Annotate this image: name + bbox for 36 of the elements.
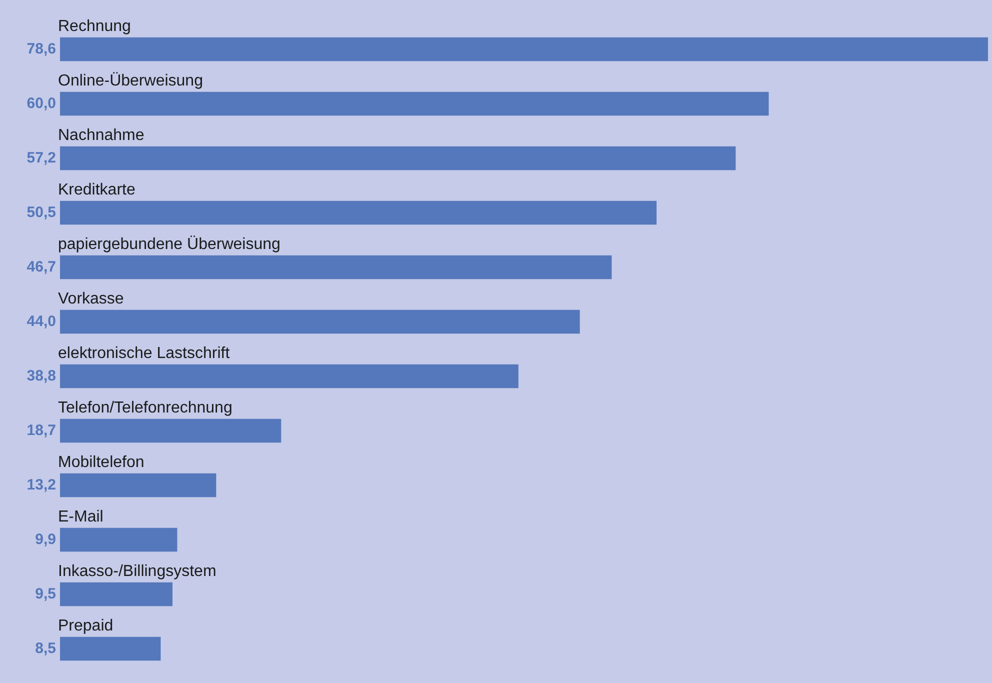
y-tick-label: Kreditkarte <box>58 182 136 199</box>
data-label: 8,5 <box>35 640 56 657</box>
y-tick-label: Telefon/Telefonrechnung <box>58 400 232 417</box>
data-label: 9,9 <box>35 530 56 548</box>
data-label: 9,5 <box>35 585 56 602</box>
y-tick-label: Nachnahme <box>58 127 144 144</box>
bar <box>60 37 988 62</box>
bar <box>60 528 178 552</box>
data-label: 50,5 <box>26 204 56 221</box>
bar <box>60 473 216 498</box>
bar <box>60 582 172 606</box>
y-tick-label: Prepaid <box>58 618 114 635</box>
bar <box>60 200 657 225</box>
bar <box>60 255 612 280</box>
bar <box>60 636 161 661</box>
y-tick-label: E-Mail <box>58 508 104 526</box>
bar <box>60 92 769 116</box>
bar <box>60 146 736 170</box>
bar <box>60 418 282 443</box>
data-label: 78,6 <box>26 40 56 58</box>
data-label: 13,2 <box>26 476 56 494</box>
data-label: 57,2 <box>26 149 56 166</box>
data-label: 18,7 <box>26 422 56 439</box>
y-tick-label: elektronische Lastschrift <box>58 345 230 362</box>
y-tick-label: Vorkasse <box>58 290 124 308</box>
y-tick-label: Inkasso-/Billingsystem <box>58 563 216 580</box>
data-label: 38,8 <box>26 367 56 384</box>
y-tick-label: Online-Überweisung <box>58 72 203 90</box>
data-label: 44,0 <box>26 312 56 330</box>
bar <box>60 310 580 334</box>
data-label: 46,7 <box>26 258 56 276</box>
y-tick-label: papiergebundene Überweisung <box>58 235 280 254</box>
y-tick-label: Mobiltelefon <box>58 454 144 472</box>
data-label: 60,0 <box>26 94 56 112</box>
bar <box>60 364 518 388</box>
y-tick-label: Rechnung <box>58 18 131 36</box>
